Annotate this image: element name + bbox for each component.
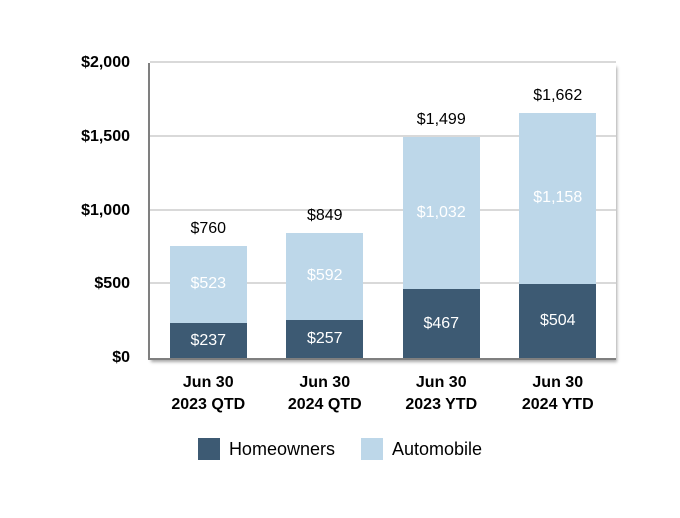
- segment-value-label: $467: [423, 314, 460, 332]
- segment-value-label: $237: [190, 331, 227, 349]
- legend-item: Automobile: [360, 438, 483, 460]
- plot-area: [148, 61, 616, 360]
- legend-label: Automobile: [391, 438, 483, 459]
- bar-segment-automobile: $1,158: [519, 112, 597, 284]
- total-value-label: $1,662: [533, 86, 583, 104]
- legend-swatch-automobile: [360, 438, 383, 460]
- y-tick-label: $0: [112, 349, 130, 366]
- y-tick-label: $2,000: [81, 54, 130, 71]
- x-category-label: Jun 30 2023 QTD: [171, 374, 246, 413]
- total-value-label: $760: [190, 219, 227, 237]
- bar-segment-automobile: $592: [286, 232, 364, 321]
- x-category-label: Jun 30 2024 QTD: [287, 374, 362, 413]
- segment-value-label: $1,032: [416, 204, 466, 222]
- segment-value-label: $592: [306, 267, 343, 285]
- y-tick-label: $1,000: [81, 201, 130, 219]
- gridline: [150, 282, 616, 285]
- bar-segment-automobile: $523: [169, 245, 247, 324]
- bar-segment-homeowners: $467: [402, 289, 480, 358]
- segment-value-label: $1,158: [533, 189, 583, 207]
- segment-value-label: $523: [190, 275, 227, 293]
- gridline: [150, 134, 616, 137]
- x-category-label: Jun 30 2023 YTD: [405, 374, 478, 413]
- gridline: [150, 61, 616, 63]
- legend-swatch-homeowners: [197, 438, 220, 460]
- segment-value-label: $504: [539, 311, 576, 329]
- legend-item: Homeowners: [197, 438, 335, 460]
- bar-segment-homeowners: $257: [286, 320, 364, 358]
- gridline: [150, 208, 616, 211]
- segment-value-label: $257: [306, 330, 343, 348]
- total-value-label: $1,499: [416, 110, 466, 128]
- y-tick-label: $1,500: [81, 127, 130, 145]
- bar-segment-homeowners: $237: [169, 323, 247, 358]
- y-tick-label: $500: [94, 275, 130, 293]
- bar-segment-homeowners: $504: [519, 283, 597, 358]
- x-category-label: Jun 30 2024 YTD: [521, 374, 594, 413]
- bar-segment-automobile: $1,032: [402, 136, 480, 290]
- total-value-label: $849: [306, 206, 343, 224]
- legend-label: Homeowners: [228, 438, 335, 459]
- legend: Homeowners Automobile: [0, 438, 680, 460]
